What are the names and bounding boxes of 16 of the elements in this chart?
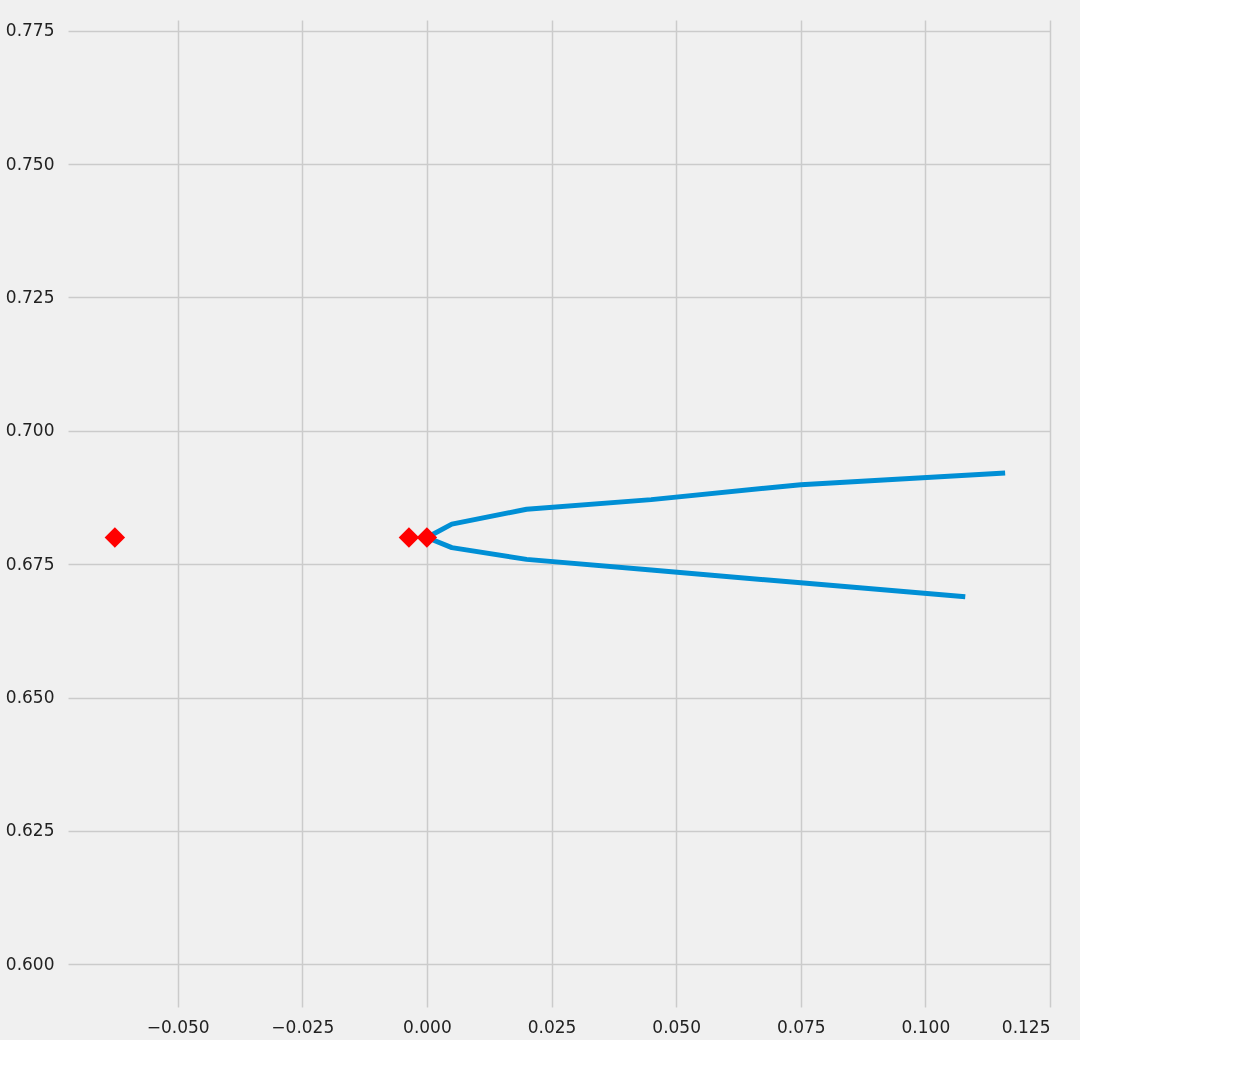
y-tick-label: 0.775 [5, 20, 55, 41]
x-tick-label: 0.050 [652, 1016, 701, 1037]
y-tick-label: 0.750 [5, 153, 55, 174]
y-tick-label: 0.700 [5, 420, 55, 441]
x-tick-label: 0.000 [403, 1016, 452, 1037]
x-tick-label: −0.025 [271, 1016, 335, 1037]
y-tick-label: 0.625 [5, 820, 55, 841]
y-tick-label: 0.725 [5, 286, 55, 307]
x-tick-label: 0.075 [776, 1016, 826, 1037]
y-tick-label: 0.675 [5, 553, 55, 574]
x-tick-label: 0.025 [527, 1016, 577, 1037]
x-tick-label: 0.125 [1001, 1016, 1051, 1037]
x-tick-label: −0.050 [146, 1016, 210, 1037]
y-tick-label: 0.600 [5, 953, 55, 974]
x-tick-label: 0.100 [901, 1016, 951, 1037]
y-tick-label: 0.650 [5, 687, 55, 708]
